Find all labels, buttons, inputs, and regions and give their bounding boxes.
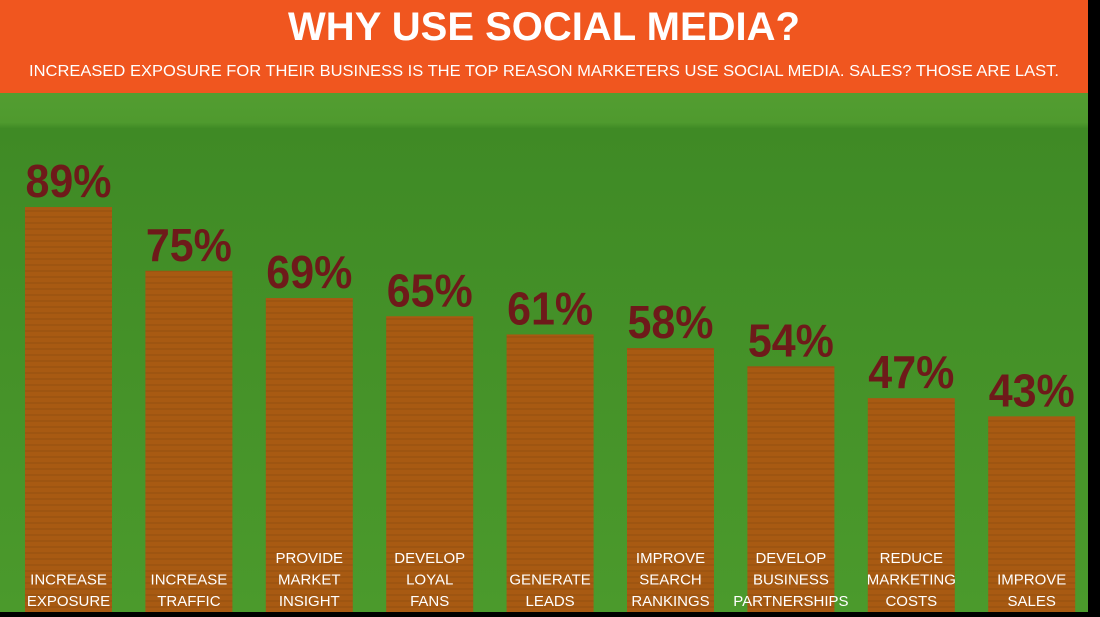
bar-texture bbox=[627, 348, 714, 612]
category-label: EXPOSURE bbox=[27, 593, 110, 610]
bar-texture bbox=[145, 270, 233, 612]
value-label: 58% bbox=[628, 296, 714, 348]
bar-texture bbox=[25, 207, 112, 613]
value-label: 69% bbox=[266, 246, 352, 298]
bar-texture bbox=[988, 416, 1076, 612]
category-label: MARKETING bbox=[867, 572, 956, 589]
category-label: PROVIDE bbox=[276, 550, 344, 567]
bar-texture bbox=[867, 398, 955, 612]
bar-texture bbox=[506, 334, 594, 612]
category-label: TRAFFIC bbox=[157, 593, 220, 610]
category-label: GENERATE bbox=[509, 572, 590, 589]
category-label: LOYAL bbox=[406, 572, 453, 589]
chart-title: WHY USE SOCIAL MEDIA? bbox=[288, 5, 800, 49]
value-label: 43% bbox=[989, 364, 1075, 416]
bar-texture bbox=[386, 316, 474, 612]
category-label: DEVELOP bbox=[755, 550, 826, 567]
category-label: IMPROVE bbox=[636, 550, 705, 567]
bar-texture bbox=[265, 298, 353, 612]
category-label: INCREASE bbox=[151, 572, 228, 589]
category-label: INCREASE bbox=[30, 572, 107, 589]
category-label: RANKINGS bbox=[631, 593, 709, 610]
category-label: FANS bbox=[410, 593, 449, 610]
category-label: SALES bbox=[1008, 593, 1056, 610]
value-label: 47% bbox=[868, 346, 954, 398]
value-label: 75% bbox=[146, 219, 232, 271]
category-label: REDUCE bbox=[880, 550, 943, 567]
chart-subtitle: INCREASED EXPOSURE FOR THEIR BUSINESS IS… bbox=[29, 63, 1059, 80]
bar-texture bbox=[747, 366, 835, 612]
header bbox=[0, 0, 1088, 93]
category-label: COSTS bbox=[885, 593, 937, 610]
category-label: DEVELOP bbox=[394, 550, 465, 567]
category-label: LEADS bbox=[525, 593, 574, 610]
value-label: 61% bbox=[507, 282, 593, 334]
category-label: BUSINESS bbox=[753, 572, 829, 589]
category-label: INSIGHT bbox=[279, 593, 340, 610]
category-label: IMPROVE bbox=[997, 572, 1066, 589]
value-label: 65% bbox=[387, 264, 473, 316]
value-label: 89% bbox=[26, 155, 112, 207]
category-label: MARKET bbox=[278, 572, 341, 589]
value-label: 54% bbox=[748, 314, 834, 366]
category-label: SEARCH bbox=[639, 572, 702, 589]
category-label: PARTNERSHIPS bbox=[733, 593, 848, 610]
